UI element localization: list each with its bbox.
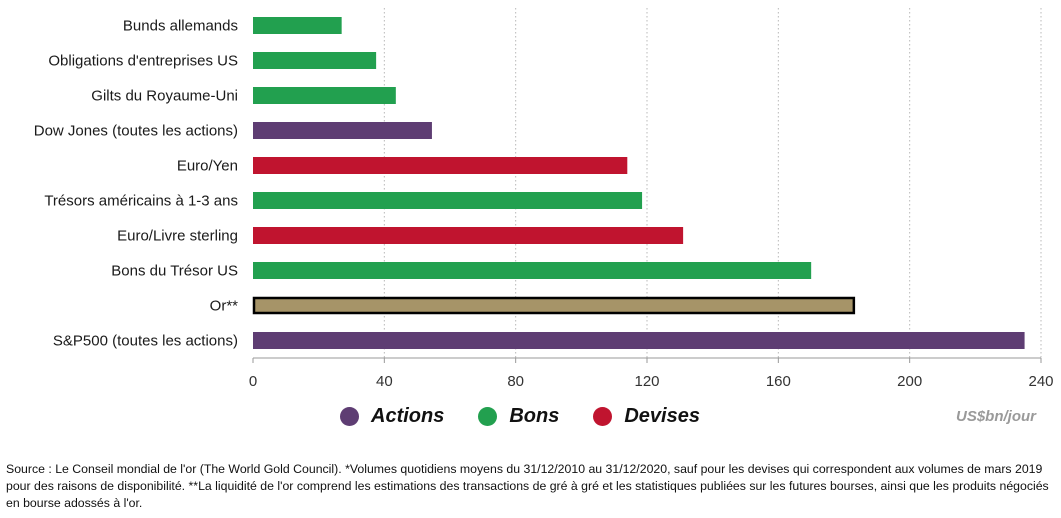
x-tick-labels: 0 40 80 120 160 200 240 <box>249 373 1054 390</box>
category-label: Or** <box>210 298 239 315</box>
legend-item-actions: Actions <box>340 405 444 428</box>
category-labels: Bunds allemands Obligations d'entreprises… <box>34 18 238 350</box>
bar-actions <box>253 332 1025 349</box>
category-label: Euro/Yen <box>177 158 238 175</box>
legend-label-bons: Bons <box>509 405 560 427</box>
category-label: Trésors américains à 1-3 ans <box>44 193 238 210</box>
category-label: Bons du Trésor US <box>111 263 238 280</box>
x-tick-label: 240 <box>1028 373 1053 390</box>
legend: Actions Bons Devises <box>340 405 734 428</box>
bar-or <box>252 296 856 315</box>
bar-bons <box>253 17 342 34</box>
category-label: Dow Jones (toutes les actions) <box>34 123 238 140</box>
grid-lines <box>252 8 1042 363</box>
category-label: Obligations d'entreprises US <box>48 53 238 70</box>
category-label: Gilts du Royaume-Uni <box>91 88 238 105</box>
legend-item-devises: Devises <box>593 405 700 428</box>
bar-bons <box>253 52 377 69</box>
source-note: Source : Le Conseil mondial de l'or (The… <box>6 462 1049 510</box>
legend-swatch-actions <box>340 407 359 426</box>
category-label: Euro/Livre sterling <box>117 228 238 245</box>
x-tick-label: 40 <box>376 373 393 390</box>
legend-item-bons: Bons <box>478 405 559 428</box>
bar-devises <box>253 157 628 174</box>
x-tick-label: 200 <box>897 373 922 390</box>
bar-actions <box>253 122 432 139</box>
bar-chart: Bunds allemands Obligations d'entreprises… <box>34 8 1054 390</box>
x-tick-label: 80 <box>507 373 524 390</box>
legend-label-actions: Actions <box>371 405 445 427</box>
bar-devises <box>253 227 684 244</box>
bar-bons <box>253 262 812 279</box>
category-label: S&P500 (toutes les actions) <box>53 333 238 350</box>
bar-bons <box>253 87 396 104</box>
bars <box>252 17 1025 349</box>
x-tick-label: 120 <box>634 373 659 390</box>
x-tick-label: 160 <box>766 373 791 390</box>
bar-bons <box>253 192 643 209</box>
x-tick-label: 0 <box>249 373 257 390</box>
x-axis-unit-label: US$bn/jour <box>956 408 1037 425</box>
legend-swatch-devises <box>593 407 613 426</box>
legend-label-devises: Devises <box>624 405 700 427</box>
category-label: Bunds allemands <box>123 18 238 35</box>
legend-swatch-bons <box>478 407 498 426</box>
